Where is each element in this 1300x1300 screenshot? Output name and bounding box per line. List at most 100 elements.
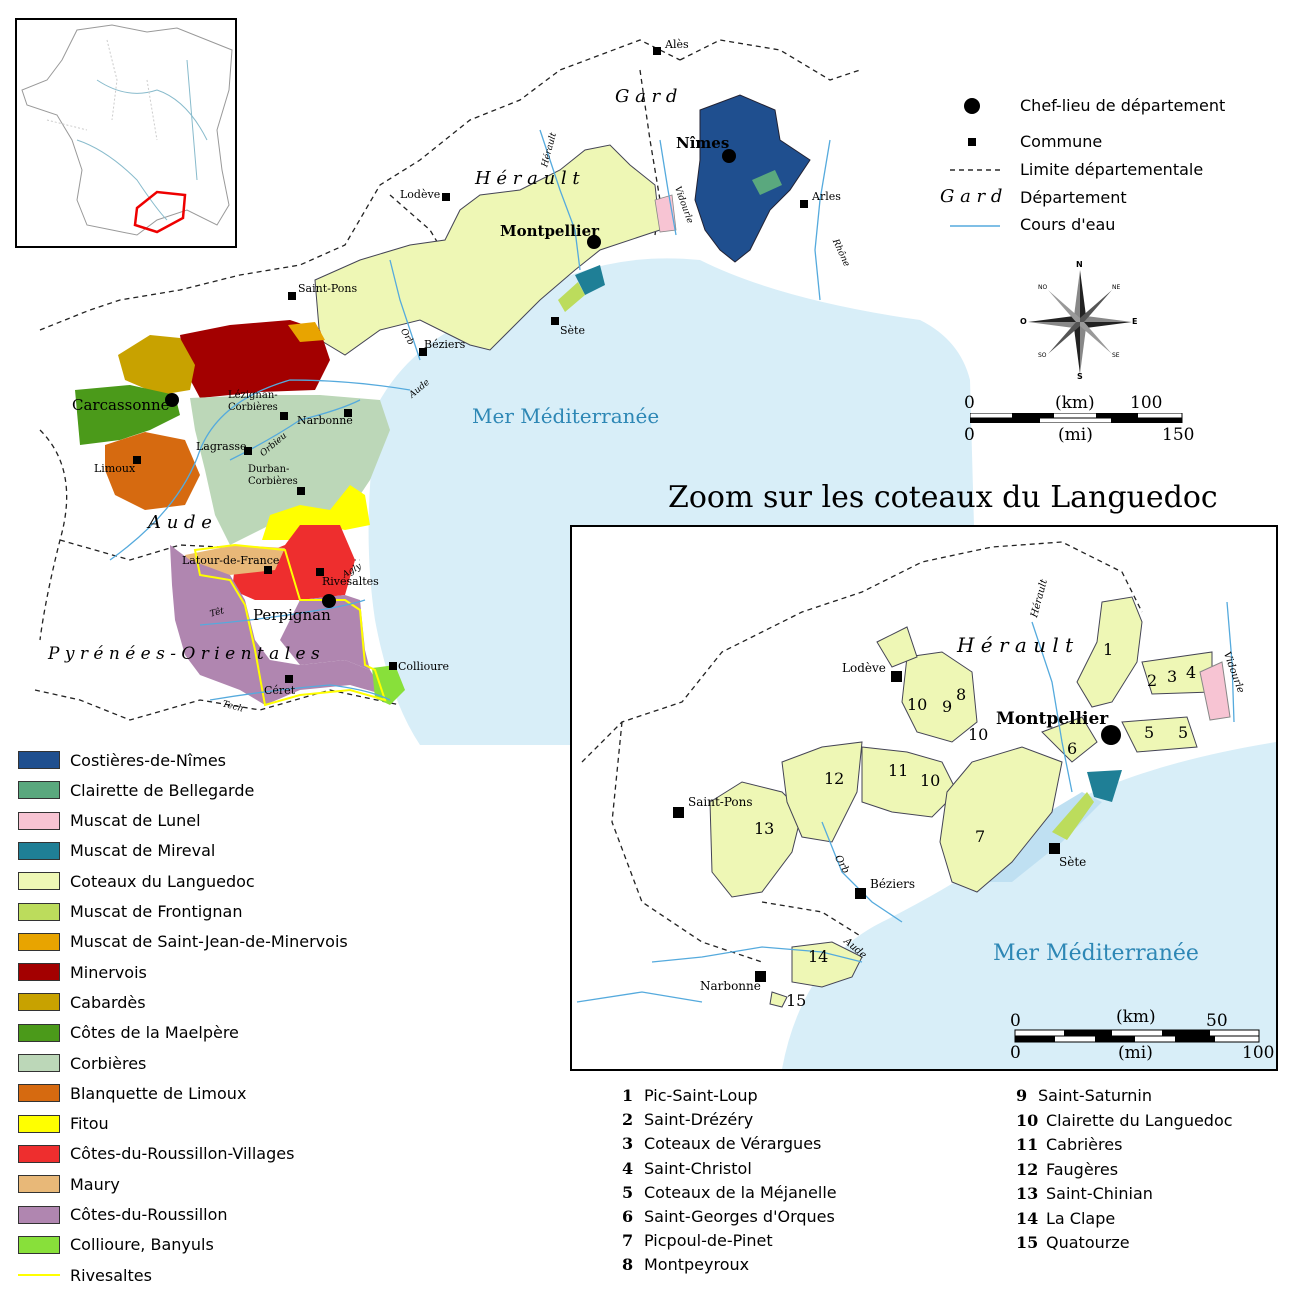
list-item-number: 7: [622, 1231, 634, 1251]
prefecture-label-montpellier: Montpellier: [500, 222, 600, 240]
compass-s: S: [1077, 372, 1083, 381]
commune-label-durban: Durban-Corbières: [248, 464, 298, 487]
commune-label-beziers: Béziers: [424, 338, 466, 351]
region-maelpere: [75, 385, 180, 445]
numbered-list-item: 13 Saint-Chinian: [1016, 1184, 1153, 1203]
key-label-river: Cours d'eau: [1020, 215, 1116, 234]
legend-swatch: [18, 1235, 60, 1254]
numbered-list-item: 4 Saint-Christol: [622, 1159, 752, 1178]
legend-item: Minervois: [18, 960, 147, 984]
legend-item: Muscat de Mireval: [18, 839, 215, 863]
zoom-num-2: 2: [1147, 671, 1158, 690]
zoom-dept-label: H é r a u l t: [957, 633, 1074, 657]
list-item-label: Quatourze: [1046, 1233, 1130, 1252]
list-item-label: Coteaux de Vérargues: [644, 1134, 822, 1154]
zoom-area-13: [709, 781, 803, 898]
zoom-num-1: 1: [1103, 640, 1114, 659]
list-item-label: Saint-Saturnin: [1038, 1086, 1152, 1105]
zoom-num-10b: 10: [968, 725, 989, 744]
zoom-num-10a: 10: [907, 695, 928, 714]
zoom-commune-narbonne: Narbonne: [700, 979, 761, 993]
legend-swatch: [18, 1023, 60, 1042]
zoom-num-6: 6: [1067, 739, 1078, 758]
commune-label-arles: Arles: [812, 190, 841, 203]
list-item-label: Saint-Chinian: [1046, 1184, 1153, 1203]
zoom-commune-beziers: Béziers: [870, 877, 916, 891]
legend-line-swatch: [18, 1274, 60, 1277]
rivesaltes-outline: [193, 543, 387, 707]
zoom-area-14: [791, 941, 863, 988]
list-item-label: Saint-Christol: [644, 1158, 752, 1178]
numbered-list-col1: 1 Pic-Saint-Loup 2 Saint-Drézéry 3 Coteaux de…: [622, 1086, 1002, 1296]
zoom-area-12: [781, 741, 863, 843]
zoom-area-7: [939, 746, 1063, 893]
legend-label: Côtes-du-Roussillon: [70, 1205, 228, 1224]
numbered-list-item: 15 Quatourze: [1016, 1233, 1130, 1252]
region-collioure: [372, 665, 405, 705]
list-item-label: Saint-Drézéry: [644, 1110, 754, 1130]
zoom-scale-mi-max: 100: [1242, 1043, 1275, 1063]
numbered-list-item: 10 Clairette du Languedoc: [1016, 1111, 1233, 1130]
commune-label-narbonne: Narbonne: [297, 414, 353, 427]
commune-label-saint-pons: Saint-Pons: [298, 282, 358, 295]
list-item-label: Clairette du Languedoc: [1046, 1110, 1233, 1130]
region-muscat-mireval: [575, 265, 605, 295]
list-item-label: Coteaux de la Méjanelle: [644, 1182, 837, 1202]
legend-label: Côtes de la Maelpère: [70, 1023, 239, 1043]
compass-no: NO: [1038, 284, 1048, 291]
prefecture-label-carcassonne: Carcassonne: [72, 396, 170, 414]
key-label-commune: Commune: [1020, 132, 1103, 151]
compass-ne: NE: [1112, 284, 1121, 291]
list-item-label: Cabrières: [1046, 1135, 1123, 1154]
inset-france-outline: [21, 24, 233, 236]
legend-item: Maury: [18, 1172, 120, 1196]
list-item-number: 9: [1016, 1086, 1028, 1105]
legend-item: Muscat de Frontignan: [18, 900, 242, 924]
commune-label-ceret: Céret: [264, 684, 296, 697]
legend-label: Blanquette de Limoux: [70, 1083, 247, 1103]
zoom-area-5: [1121, 716, 1198, 753]
region-fitou: [262, 485, 370, 540]
rivers: [109, 129, 831, 701]
legend-swatch: [18, 751, 60, 769]
list-item-number: 11: [1016, 1135, 1039, 1154]
zoom-sea-label: Mer Méditerranée: [993, 941, 1199, 966]
key-label-department: Département: [1020, 188, 1127, 207]
legend-label: Costières-de-Nîmes: [70, 750, 226, 770]
legend-item: Muscat de Lunel: [18, 809, 201, 833]
zoom-scale-zero-km: 0: [1010, 1011, 1021, 1031]
numbered-list-item: 5 Coteaux de la Méjanelle: [622, 1183, 837, 1202]
dept-label-herault: H é r a u l t: [475, 168, 580, 189]
inset-france-map: [15, 18, 237, 248]
region-cabardes: [118, 335, 195, 395]
zoom-city-label: Montpellier: [996, 709, 1109, 729]
zoom-map: [576, 541, 1276, 1069]
list-item-number: 10: [1016, 1110, 1039, 1130]
dept-label-pyrenees: P y r é n é e s - O r i e n t a l e s: [48, 644, 320, 664]
list-item-number: 13: [1016, 1184, 1039, 1203]
legend-item: Collioure, Banyuls: [18, 1233, 214, 1257]
legend-swatch: [18, 841, 60, 860]
legend-label: Cabardès: [70, 992, 146, 1012]
region-clairette-bellegarde: [752, 170, 782, 195]
inset-highlight-box: [133, 190, 187, 234]
commune-square-icon: [968, 138, 976, 146]
scale-bar-graphic: [970, 413, 1183, 423]
legend-swatch: [18, 993, 60, 1012]
commune-label-limoux: Limoux: [94, 462, 136, 475]
legend-swatch: [18, 1114, 60, 1133]
list-item-label: Montpeyroux: [644, 1255, 750, 1275]
key-symbols: [950, 98, 1000, 227]
zoom-scale-zero-mi: 0: [1010, 1043, 1021, 1063]
zoom-num-10c: 10: [920, 771, 941, 790]
zoom-commune-markers: [673, 671, 1060, 982]
prefecture-label-nimes: Nîmes: [676, 134, 730, 152]
zoom-area-6: [1041, 716, 1098, 763]
zoom-num-12: 12: [824, 769, 845, 788]
numbered-list-col2: 9 Saint-Saturnin 10 Clairette du Languedoc 1…: [1016, 1086, 1286, 1266]
commune-label-latour: Latour-de-France: [182, 554, 280, 567]
commune-label-sete: Sète: [560, 324, 585, 337]
zoom-num-7: 7: [975, 827, 986, 846]
list-item-number: 5: [622, 1182, 634, 1202]
legend-swatch: [18, 811, 60, 830]
